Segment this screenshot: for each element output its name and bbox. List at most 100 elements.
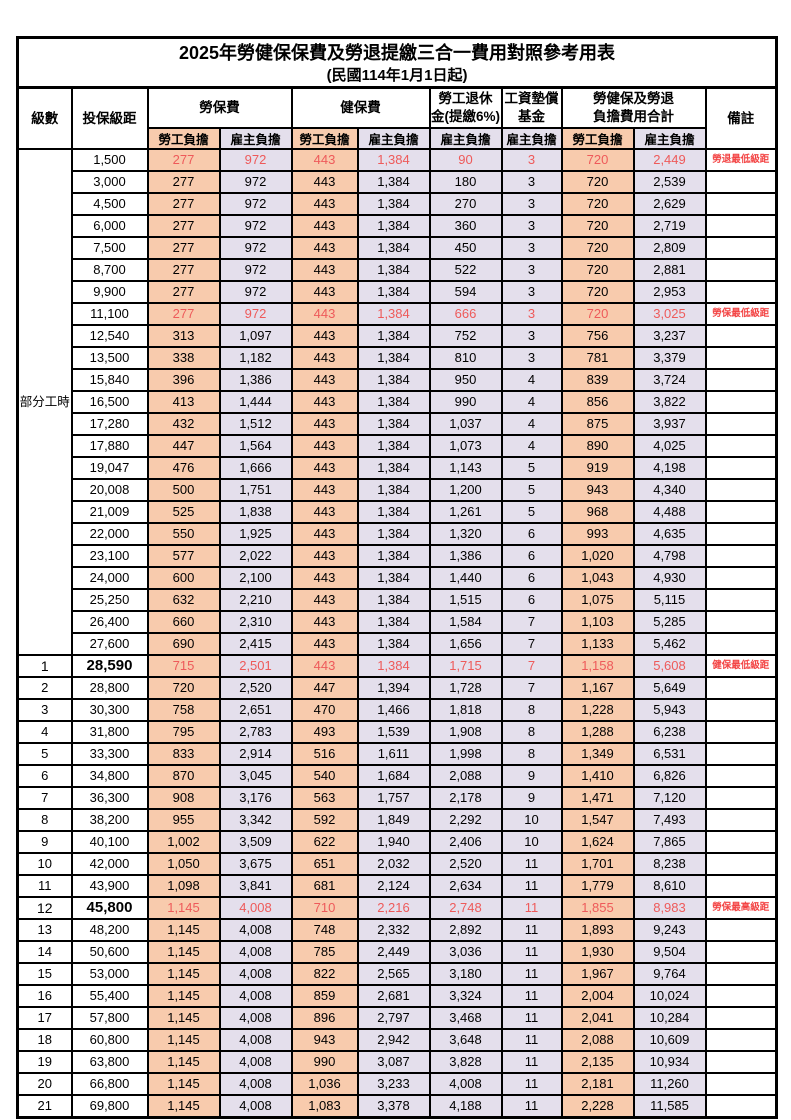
labor-employer-cell: 2,783 [218,720,293,744]
table-row: 21 69,800 1,145 4,008 1,083 3,378 4,188 11 2,228… [16,1094,778,1119]
bracket-cell: 36,300 [70,786,149,810]
level-cell: 13 [16,918,73,942]
note-cell [704,434,778,458]
health-employer-cell: 1,466 [356,698,431,722]
table-row: 8 38,200 955 3,342 592 1,849 2,292 10 1,547 7,493 [16,808,778,832]
total-employee-cell: 890 [560,434,635,458]
bracket-cell: 27,600 [70,632,149,656]
health-employee-cell: 443 [290,544,359,568]
labor-employer-cell: 2,520 [218,676,293,700]
total-employer-cell: 11,260 [632,1072,707,1096]
subheader-health-employer: 雇主負擔 [356,127,431,150]
pension-employer-cell: 594 [428,280,503,304]
note-cell [704,478,778,502]
total-employee-cell: 2,135 [560,1050,635,1074]
labor-employee-cell: 338 [146,346,221,370]
labor-employee-cell: 1,145 [146,896,221,920]
note-cell [704,962,778,986]
total-employee-cell: 1,020 [560,544,635,568]
health-employer-cell: 2,332 [356,918,431,942]
pension-employer-cell: 1,908 [428,720,503,744]
table-row: 15 53,000 1,145 4,008 822 2,565 3,180 11 1,967 9,… [16,962,778,986]
wage-fund-employer-cell: 3 [500,236,563,260]
note-cell [704,324,778,348]
total-employer-cell: 2,809 [632,236,707,260]
health-employer-cell: 1,539 [356,720,431,744]
bracket-cell: 16,500 [70,390,149,414]
wage-fund-employer-cell: 3 [500,148,563,172]
labor-employee-cell: 955 [146,808,221,832]
table-row: 13 48,200 1,145 4,008 748 2,332 2,892 11 1,893 9,… [16,918,778,942]
total-employer-cell: 4,025 [632,434,707,458]
pension-employer-cell: 666 [428,302,503,326]
labor-employee-cell: 1,145 [146,1072,221,1096]
level-cell-part-time: 部分工時 [16,148,73,656]
total-employee-cell: 856 [560,390,635,414]
labor-employer-cell: 1,751 [218,478,293,502]
total-employee-cell: 839 [560,368,635,392]
total-employee-cell: 1,779 [560,874,635,898]
table-row: 7 36,300 908 3,176 563 1,757 2,178 9 1,471 7,120 [16,786,778,810]
level-cell: 16 [16,984,73,1008]
table-row: 7,500 277 972 443 1,384 450 3 720 2,809 [18,236,778,260]
pension-employer-cell: 450 [428,236,503,260]
total-employee-cell: 720 [560,302,635,326]
table-row: 20,008 500 1,751 443 1,384 1,200 5 943 4,340 [18,478,778,502]
health-employer-cell: 1,611 [356,742,431,766]
bracket-cell: 20,008 [70,478,149,502]
level-cell: 17 [16,1006,73,1030]
table-row: 11,100 277 972 443 1,384 666 3 720 3,025 勞保最低級距 [18,302,778,326]
total-employee-cell: 1,624 [560,830,635,854]
bracket-cell: 43,900 [70,874,149,898]
table-row: 3,000 277 972 443 1,384 180 3 720 2,539 [18,170,778,194]
bracket-cell: 3,000 [70,170,149,194]
labor-employee-cell: 1,145 [146,1094,221,1119]
total-employee-cell: 2,228 [560,1094,635,1119]
pension-employer-cell: 990 [428,390,503,414]
labor-employer-cell: 972 [218,214,293,238]
health-employer-cell: 1,394 [356,676,431,700]
note-cell: 健保最低級距 [704,654,778,678]
health-employee-cell: 443 [290,632,359,656]
health-employee-cell: 822 [290,962,359,986]
labor-employer-cell: 2,310 [218,610,293,634]
bracket-cell: 22,000 [70,522,149,546]
labor-employer-cell: 4,008 [218,962,293,986]
total-employee-cell: 2,088 [560,1028,635,1052]
total-employee-cell: 875 [560,412,635,436]
health-employee-cell: 1,083 [290,1094,359,1119]
health-employee-cell: 443 [290,214,359,238]
labor-employee-cell: 432 [146,412,221,436]
wage-fund-employer-cell: 7 [500,676,563,700]
table-row: 12,540 313 1,097 443 1,384 752 3 756 3,237 [18,324,778,348]
health-employer-cell: 1,384 [356,544,431,568]
note-cell [704,544,778,568]
labor-employer-cell: 3,509 [218,830,293,854]
total-employee-cell: 1,855 [560,896,635,920]
total-employee-cell: 919 [560,456,635,480]
total-employer-cell: 3,237 [632,324,707,348]
wage-fund-employer-cell: 4 [500,390,563,414]
health-employer-cell: 1,384 [356,434,431,458]
level-cell: 21 [16,1094,73,1119]
total-employer-cell: 8,238 [632,852,707,876]
health-employer-cell: 1,384 [356,148,431,172]
table-title-cell: 2025年勞健保保費及勞退提繳三合一費用對照參考用表 (民國114年1月1日起) [16,36,778,89]
health-employer-cell: 2,797 [356,1006,431,1030]
labor-employee-cell: 690 [146,632,221,656]
pension-employer-cell: 1,037 [428,412,503,436]
level-cell: 2 [16,676,73,700]
bracket-cell: 48,200 [70,918,149,942]
labor-employee-cell: 1,145 [146,1050,221,1074]
bracket-cell: 63,800 [70,1050,149,1074]
note-cell [704,984,778,1008]
pension-employer-cell: 2,748 [428,896,503,920]
labor-employer-cell: 4,008 [218,940,293,964]
total-employee-cell: 720 [560,170,635,194]
level-cell: 6 [16,764,73,788]
labor-employee-cell: 1,145 [146,984,221,1008]
health-employer-cell: 1,384 [356,566,431,590]
table-row: 17,280 432 1,512 443 1,384 1,037 4 875 3,937 [18,412,778,436]
level-cell: 3 [16,698,73,722]
health-employee-cell: 859 [290,984,359,1008]
